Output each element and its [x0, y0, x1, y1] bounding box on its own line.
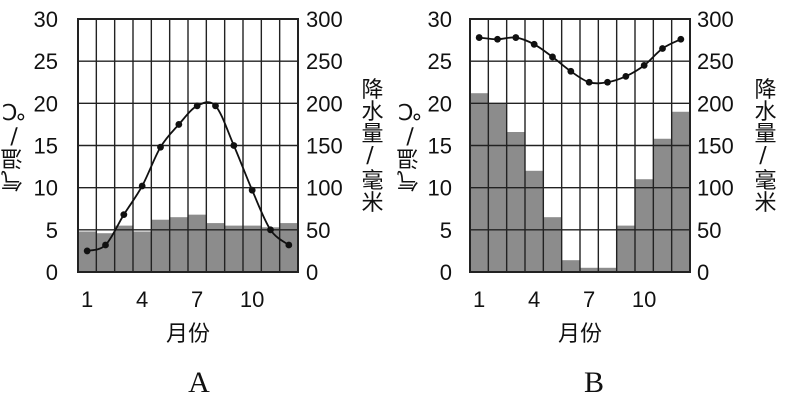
y1-tick-label: 20 [34, 91, 58, 116]
precipitation-bar [206, 223, 225, 272]
y1-tick-label: 30 [428, 7, 452, 32]
temperature-point [567, 67, 575, 75]
temperature-point [102, 241, 109, 249]
plot-frame [469, 18, 691, 273]
y1-tick-label: 25 [34, 49, 58, 74]
temperature-point [622, 72, 630, 80]
temperature-point [585, 78, 593, 86]
y1-tick-label: 10 [428, 176, 452, 201]
panel-label: A [188, 366, 210, 399]
temperature-point [640, 61, 648, 69]
y2-tick-label: 150 [306, 134, 343, 159]
y1-tick-label: 10 [34, 176, 58, 201]
temperature-point [120, 211, 128, 219]
x-tick-label: 4 [528, 287, 540, 312]
precipitation-bar [616, 225, 635, 272]
y1-tick-label: 15 [428, 134, 452, 159]
y1-tick-label: 0 [46, 260, 58, 285]
precipitation-bar [114, 225, 133, 272]
temperature-point [659, 45, 666, 52]
temperature-point [267, 226, 274, 234]
temperature-point [175, 121, 183, 128]
y2-tick-label: 50 [697, 218, 721, 243]
x-axis-title: 月份 [558, 322, 602, 347]
temperature-point [604, 78, 611, 86]
y2-tick-label: 50 [306, 218, 330, 243]
precipitation-bar [133, 231, 152, 272]
y2-tick-label: 100 [306, 176, 343, 201]
temperature-point [677, 35, 685, 43]
temperature-point [248, 186, 256, 194]
y2-tick-label: 150 [697, 134, 734, 159]
precipitation-bar [261, 227, 280, 272]
precipitation-bar [188, 214, 207, 272]
precipitation-bar [525, 170, 544, 272]
y2-tick-label: 0 [306, 260, 318, 285]
y1-tick-label: 5 [46, 218, 58, 243]
precipitation-bar [224, 225, 243, 272]
x-tick-label: 7 [191, 287, 203, 312]
y2-tick-label: 250 [697, 49, 734, 74]
temperature-point [530, 40, 538, 48]
y1-tick-label: 0 [440, 260, 452, 285]
precipitation-bar [151, 219, 170, 272]
precipitation-bar [580, 267, 599, 272]
y2-tick-label: 250 [306, 49, 343, 74]
y2-tick-label: 300 [697, 7, 734, 32]
y1-tick-label: 5 [440, 218, 452, 243]
x-tick-label: 10 [240, 287, 264, 312]
precipitation-bar [243, 225, 262, 272]
y1-tick-label: 20 [428, 91, 452, 116]
precipitation-bar [169, 217, 188, 272]
temperature-point [157, 143, 164, 151]
x-tick-label: 10 [632, 287, 656, 312]
precipitation-bar [470, 93, 489, 272]
precipitation-bar [506, 132, 525, 272]
plot-frame [77, 18, 299, 273]
y1-tick-label: 25 [428, 49, 452, 74]
y2-tick-label: 0 [697, 260, 709, 285]
precipitation-bar [598, 267, 617, 272]
y2-axis-title: 降水量/毫米 [358, 78, 384, 213]
precipitation-bar [653, 138, 672, 272]
temperature-point [83, 247, 91, 255]
temperature-point [212, 102, 219, 110]
precipitation-bar [543, 217, 562, 272]
y1-axis-title: 气温/℃ [1, 98, 27, 192]
x-tick-label: 1 [81, 287, 93, 312]
panel-label: B [584, 366, 604, 399]
y1-tick-label: 15 [34, 134, 58, 159]
y2-axis-title: 降水量/毫米 [751, 78, 777, 213]
precipitation-bar [635, 179, 654, 272]
precipitation-bar [96, 233, 115, 272]
y1-tick-label: 30 [34, 7, 58, 32]
y2-tick-label: 300 [306, 7, 343, 32]
precipitation-bar [561, 260, 580, 272]
precipitation-bar [671, 111, 690, 273]
x-tick-label: 4 [136, 287, 148, 312]
y2-tick-label: 200 [306, 91, 343, 116]
temperature-point [230, 142, 238, 149]
temperature-point [193, 102, 201, 110]
temperature-point [138, 182, 146, 190]
temperature-point [475, 34, 483, 41]
temperature-point [549, 53, 556, 61]
y2-tick-label: 200 [697, 91, 734, 116]
temperature-point [494, 35, 501, 43]
temperature-point [512, 34, 520, 41]
x-tick-label: 7 [583, 287, 595, 312]
temperature-point [285, 241, 293, 249]
y1-axis-title: 气温/℃ [397, 98, 423, 192]
x-tick-label: 1 [473, 287, 485, 312]
x-axis-title: 月份 [166, 322, 210, 347]
y2-tick-label: 100 [697, 176, 734, 201]
